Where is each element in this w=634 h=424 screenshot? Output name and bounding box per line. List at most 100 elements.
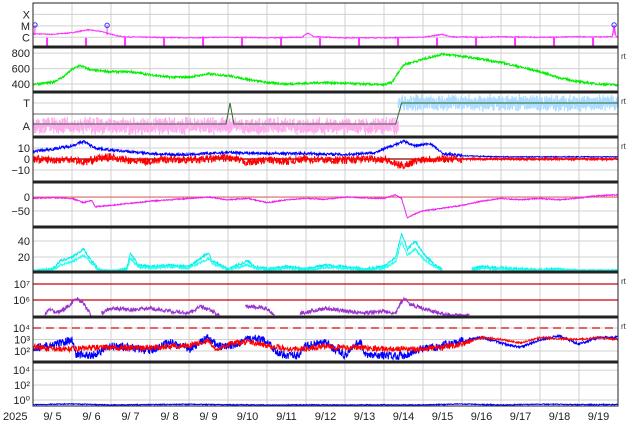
state-point [387, 123, 389, 127]
panel-separator [33, 270, 618, 274]
state-point [44, 125, 46, 133]
panel-separator [33, 90, 618, 94]
state-point [386, 124, 389, 131]
state-point [218, 123, 220, 127]
state-point [189, 118, 191, 127]
state-point [604, 96, 607, 102]
state-point [463, 98, 465, 105]
state-point [482, 102, 484, 112]
state-point [414, 100, 417, 112]
y-tick-label: 600 [12, 64, 30, 76]
state-point [468, 94, 470, 104]
panel-dst: 0−50 [11, 192, 618, 219]
state-point [563, 102, 565, 111]
state-point [560, 101, 562, 111]
state-point [562, 96, 564, 103]
x-axis-year: 2025 [3, 411, 27, 423]
state-point [124, 123, 126, 134]
state-point [256, 126, 258, 134]
state-point [352, 123, 354, 130]
state-point [268, 127, 270, 131]
state-point [321, 122, 323, 128]
state-point [125, 121, 127, 126]
state-point [539, 100, 542, 112]
state-point [48, 119, 51, 126]
state-point [299, 123, 301, 134]
state-point [593, 97, 595, 106]
state-point [196, 121, 198, 131]
state-point [202, 128, 205, 132]
state-point [143, 121, 146, 133]
data-dropout-bar [124, 37, 127, 47]
state-point [312, 119, 315, 128]
state-point [281, 120, 283, 126]
state-point [315, 122, 317, 134]
state-point [571, 103, 573, 109]
series-line-purple-0 [44, 296, 92, 316]
state-point [261, 126, 263, 132]
state-point [152, 126, 154, 132]
state-point [302, 119, 304, 125]
state-point [328, 126, 330, 130]
state-point [484, 104, 486, 110]
state-point [380, 123, 382, 134]
state-point [37, 122, 39, 132]
state-point [112, 124, 114, 132]
state-point [582, 99, 584, 108]
panel-imf: 100−10 rt [11, 139, 627, 177]
data-dropout-bar [475, 37, 478, 47]
state-point [181, 126, 183, 133]
state-point [414, 98, 416, 102]
state-point [116, 124, 118, 134]
series-line-cyan-1 [471, 265, 618, 272]
state-point [39, 126, 41, 132]
panel-separator [33, 135, 618, 139]
state-point [366, 127, 368, 131]
state-point [524, 102, 526, 108]
data-dropout-bar [436, 37, 439, 47]
state-point [132, 124, 134, 131]
plot-frame [32, 2, 619, 407]
y-tick-label: M [21, 21, 30, 33]
realtime-label: rt [621, 277, 627, 286]
state-point [458, 97, 460, 103]
state-point [547, 102, 550, 110]
state-point [383, 122, 385, 132]
state-point [378, 120, 381, 130]
state-point [410, 97, 412, 108]
state-point [203, 117, 206, 128]
flare-marker [611, 22, 617, 28]
state-point [424, 97, 426, 102]
series-line-bottom-0 [32, 402, 618, 407]
state-point [393, 124, 396, 135]
state-point [347, 122, 349, 131]
y-tick-label: 10⁶ [13, 295, 30, 307]
state-point [548, 97, 551, 106]
state-point [532, 95, 534, 105]
state-point [354, 119, 357, 126]
state-point [98, 122, 100, 128]
state-point [484, 97, 486, 108]
state-point [157, 120, 159, 125]
state-point [439, 96, 441, 104]
state-point [246, 126, 249, 133]
state-point [596, 104, 598, 110]
state-point [165, 120, 167, 130]
state-point [206, 119, 208, 126]
state-point [61, 124, 63, 133]
state-point [264, 127, 266, 133]
state-point [92, 121, 95, 126]
state-point [408, 103, 410, 108]
state-point [546, 95, 548, 107]
state-point [179, 126, 181, 133]
state-point [530, 95, 532, 106]
data-dropout-bar [280, 37, 283, 47]
state-point [421, 99, 424, 103]
state-point [384, 120, 387, 126]
state-point [293, 122, 295, 129]
state-point [215, 120, 218, 124]
state-point [89, 116, 91, 128]
